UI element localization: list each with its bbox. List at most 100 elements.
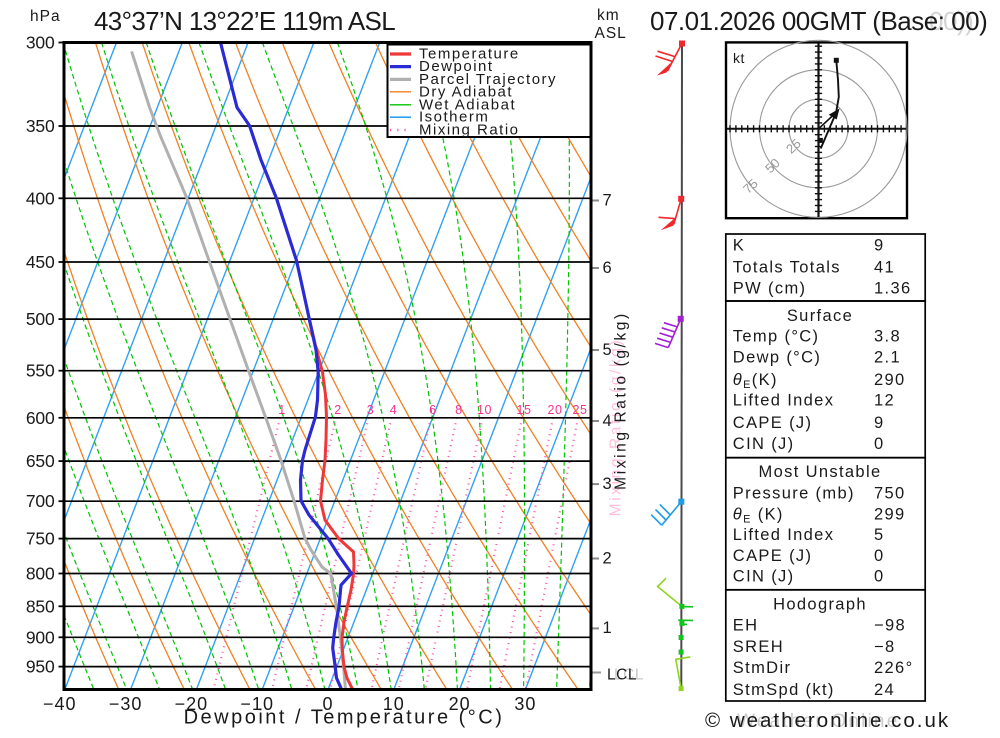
svg-text:1: 1 [278, 403, 285, 417]
svg-text:8: 8 [455, 403, 462, 417]
svg-text:ASL: ASL [595, 25, 627, 42]
svg-text:StmDir: StmDir [733, 659, 792, 677]
svg-text:Mixing Ratio: Mixing Ratio [419, 122, 520, 139]
svg-text:θE (K): θE (K) [733, 506, 784, 526]
svg-text:2.1: 2.1 [874, 348, 901, 366]
svg-text:EH: EH [733, 616, 759, 634]
svg-text:Dry Adiabat: Dry Adiabat [419, 83, 513, 100]
svg-text:−98: −98 [874, 616, 906, 634]
svg-text:15: 15 [517, 403, 532, 417]
svg-text:4: 4 [390, 403, 397, 417]
svg-text:−20: −20 [175, 694, 209, 714]
svg-text:K: K [733, 237, 745, 255]
svg-text:Weather Online: Weather Online [737, 711, 899, 732]
svg-text:−40: −40 [43, 694, 77, 714]
svg-text:6: 6 [603, 259, 612, 277]
svg-text:2: 2 [334, 403, 341, 417]
svg-text:900: 900 [26, 627, 55, 647]
svg-text:650: 650 [26, 451, 55, 471]
svg-text:Lifted Index: Lifted Index [733, 392, 835, 410]
svg-text:20: 20 [548, 403, 563, 417]
svg-text:Most Unstable: Most Unstable [758, 463, 881, 481]
svg-text:© weatheronline.co.uk: © weatheronline.co.uk [705, 709, 950, 732]
svg-text:LCL: LCL [607, 667, 637, 684]
svg-text:CIN (J): CIN (J) [733, 567, 795, 585]
svg-text:290: 290 [874, 371, 906, 389]
svg-text:450: 450 [26, 252, 55, 272]
svg-text:41: 41 [874, 259, 895, 277]
svg-text:Dewpoint / Temperature (°C): Dewpoint / Temperature (°C) [184, 707, 505, 729]
svg-text:300: 300 [26, 33, 55, 53]
svg-text:24: 24 [874, 681, 895, 699]
svg-text:Dewp (°C): Dewp (°C) [733, 348, 821, 366]
svg-text:Surface: Surface [787, 307, 853, 325]
svg-text:850: 850 [26, 596, 55, 616]
svg-text:5: 5 [603, 341, 612, 359]
svg-text:4: 4 [603, 412, 612, 430]
svg-text:0: 0 [322, 694, 333, 714]
svg-text:750: 750 [874, 484, 906, 502]
svg-text:CIN (J): CIN (J) [733, 435, 795, 453]
svg-text:500: 500 [26, 309, 55, 329]
svg-text:Temperature: Temperature [419, 46, 520, 63]
svg-text:600: 600 [26, 408, 55, 428]
svg-text:10: 10 [383, 694, 405, 714]
svg-text:Isotherm: Isotherm [419, 109, 489, 126]
svg-text:Temp (°C): Temp (°C) [733, 328, 820, 346]
svg-text::: : [905, 6, 912, 36]
svg-text:−8: −8 [874, 638, 896, 656]
svg-text:CAPE (J): CAPE (J) [733, 547, 813, 565]
svg-text:30: 30 [514, 694, 536, 714]
svg-text:−30: −30 [109, 694, 143, 714]
svg-text:3: 3 [603, 475, 612, 493]
svg-text:226°: 226° [874, 659, 914, 677]
svg-text:Parcel Trajectory: Parcel Trajectory [419, 71, 557, 88]
svg-text:1: 1 [603, 619, 612, 637]
svg-text:0: 0 [874, 547, 885, 565]
svg-text:km: km [597, 7, 620, 24]
svg-text:0: 0 [874, 567, 885, 585]
svg-text:43°37’N 13°22’E 119m ASL: 43°37’N 13°22’E 119m ASL [94, 6, 395, 36]
svg-text:3.8: 3.8 [874, 328, 901, 346]
svg-text:hPa: hPa [30, 8, 61, 25]
svg-text:9: 9 [874, 414, 885, 432]
svg-text:950: 950 [26, 657, 55, 677]
svg-text:07.01.2026 00GMT (Base: 00): 07.01.2026 00GMT (Base: 00) [650, 6, 987, 36]
svg-text:−10: −10 [240, 694, 274, 714]
svg-text:750: 750 [26, 529, 55, 549]
svg-text:Pressure (mb): Pressure (mb) [733, 484, 855, 502]
svg-text:5: 5 [874, 526, 885, 544]
svg-text:PW (cm): PW (cm) [733, 280, 807, 298]
svg-text:Wet Adiabat: Wet Adiabat [419, 96, 516, 113]
svg-text:20: 20 [449, 694, 471, 714]
svg-text:3: 3 [367, 403, 374, 417]
svg-text:StmSpd (kt): StmSpd (kt) [733, 681, 835, 699]
svg-text:Totals Totals: Totals Totals [733, 259, 841, 277]
svg-text:00)): 00)) [929, 6, 973, 36]
svg-text:kt: kt [733, 50, 745, 66]
svg-text:2: 2 [603, 549, 612, 567]
svg-text:6: 6 [429, 403, 436, 417]
svg-text:Mixing Ratio (g/kg): Mixing Ratio (g/kg) [613, 311, 630, 490]
svg-text:350: 350 [26, 116, 55, 136]
svg-text:Hodograph: Hodograph [773, 596, 867, 614]
svg-text:CAPE (J): CAPE (J) [733, 414, 813, 432]
svg-text:0: 0 [874, 435, 885, 453]
svg-text:θE(K): θE(K) [733, 371, 778, 391]
svg-text:Dewpoint: Dewpoint [419, 58, 494, 75]
svg-text:700: 700 [26, 491, 55, 511]
svg-text:10: 10 [477, 403, 492, 417]
svg-text:9: 9 [874, 237, 885, 255]
svg-text:SREH: SREH [733, 638, 784, 656]
svg-text:800: 800 [26, 564, 55, 584]
svg-text:299: 299 [874, 506, 906, 524]
svg-text:7: 7 [603, 191, 612, 209]
svg-text:550: 550 [26, 361, 55, 381]
svg-text:LCL: LCL [614, 667, 644, 684]
svg-text:12: 12 [874, 392, 895, 410]
svg-text:Lifted Index: Lifted Index [733, 526, 835, 544]
svg-text:25: 25 [573, 403, 588, 417]
svg-text:400: 400 [26, 188, 55, 208]
svg-text:1.36: 1.36 [874, 280, 912, 298]
svg-text:Mixing Ratio (g/kg): Mixing Ratio (g/kg) [608, 338, 625, 517]
